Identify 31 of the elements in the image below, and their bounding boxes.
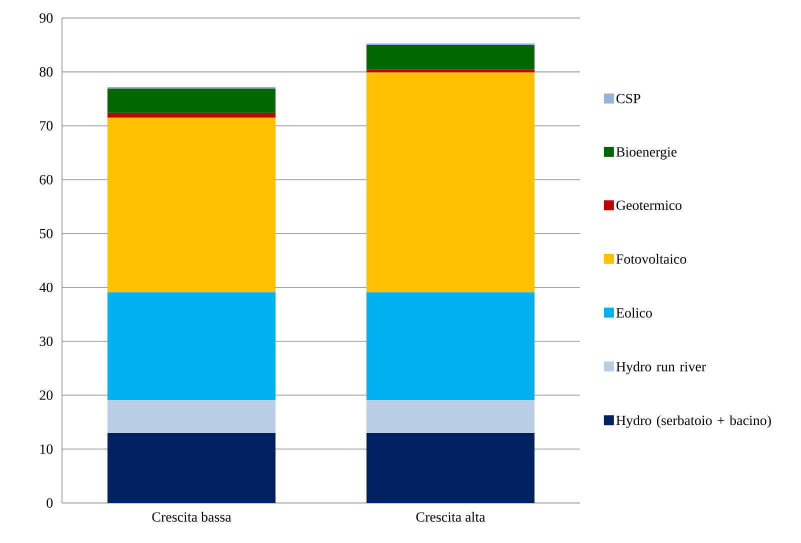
- bar: [366, 72, 535, 292]
- y-tick-label: 30: [40, 336, 53, 346]
- legend-label: Geotermico: [616, 200, 682, 210]
- legend-label: Hydro (serbatoio + bacino): [616, 415, 771, 428]
- x-tick-label: Crescita alta: [416, 512, 486, 522]
- bar: [366, 432, 535, 503]
- y-tick-label: 20: [40, 390, 53, 400]
- bar: [366, 69, 535, 72]
- legend-label: Bioenergie: [616, 147, 677, 160]
- x-tick-label: Crescita bassa: [152, 512, 232, 522]
- legend-label: Fotovoltaico: [616, 254, 686, 264]
- y-tick-label: 10: [40, 444, 53, 454]
- y-tick-label: 80: [40, 67, 53, 77]
- bar: [108, 118, 276, 292]
- y-tick-label: 90: [40, 13, 53, 23]
- legend-label: CSP: [616, 94, 640, 104]
- legend-label: Hydro run river: [616, 362, 706, 374]
- bar: [108, 400, 276, 433]
- bar: [366, 292, 535, 400]
- bar: [108, 88, 276, 113]
- y-tick-label: 50: [40, 228, 53, 238]
- bar: [108, 292, 276, 400]
- y-tick-label: 0: [46, 498, 53, 508]
- bar: [108, 432, 276, 503]
- bar: [366, 44, 535, 70]
- bar: [366, 400, 535, 433]
- legend-label: Eolico: [616, 308, 652, 318]
- y-tick-label: 40: [39, 282, 53, 292]
- bar: [108, 112, 276, 118]
- y-tick-label: 70: [40, 121, 53, 130]
- y-tick-label: 60: [40, 174, 53, 184]
